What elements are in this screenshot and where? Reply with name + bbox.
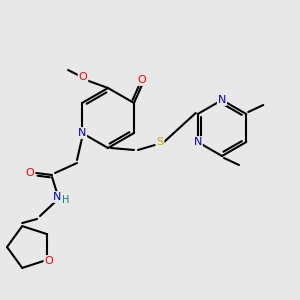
Text: N: N (194, 137, 202, 147)
Text: O: O (138, 75, 146, 85)
Text: N: N (218, 95, 226, 105)
Text: O: O (26, 168, 34, 178)
Text: S: S (156, 137, 164, 147)
Text: O: O (79, 72, 87, 82)
Text: H: H (62, 195, 70, 205)
Text: O: O (44, 256, 53, 266)
Text: N: N (53, 192, 61, 202)
Text: N: N (78, 128, 86, 138)
